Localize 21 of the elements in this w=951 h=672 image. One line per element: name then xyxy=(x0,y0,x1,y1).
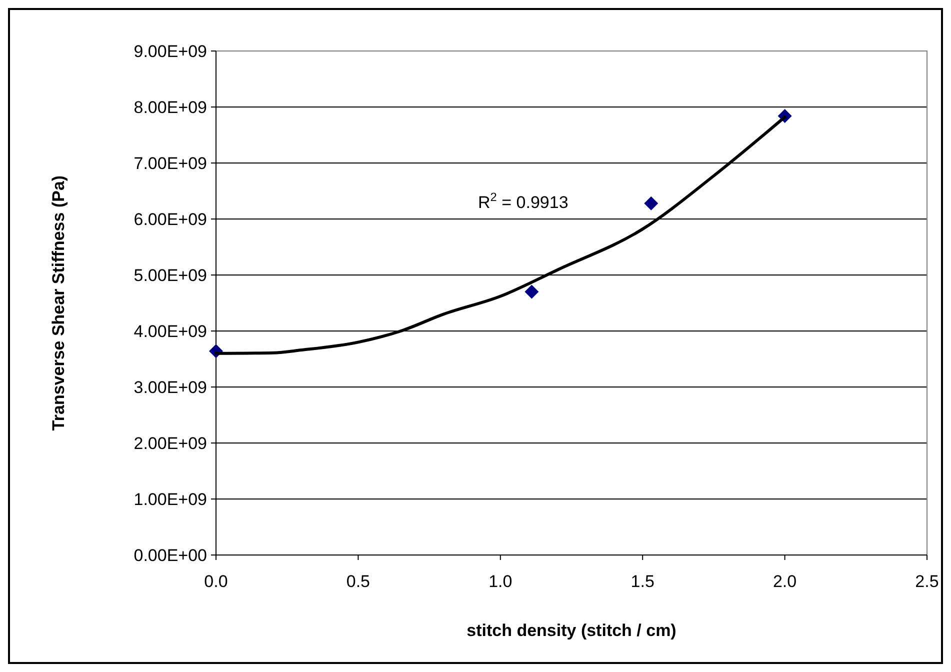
x-tick-label: 0.5 xyxy=(346,572,370,591)
x-tick-label: 2.0 xyxy=(772,572,797,591)
y-tick-label: 0.00E+00 xyxy=(134,546,207,565)
y-tick-label: 3.00E+09 xyxy=(134,378,207,397)
y-tick-label: 6.00E+09 xyxy=(134,210,207,229)
annotation: R$^{2}$ = 0.9913 xyxy=(478,190,568,212)
y-tick-label: 4.00E+09 xyxy=(134,322,207,341)
x-tick-label: 2.5 xyxy=(915,572,939,591)
y-tick-label: 1.00E+09 xyxy=(134,490,207,509)
y-tick-label: 8.00E+09 xyxy=(134,98,207,117)
point xyxy=(524,284,539,299)
y-tick-label: 5.00E+09 xyxy=(134,266,207,285)
y-tick-label: 2.00E+09 xyxy=(134,434,207,453)
y-axis-title: Transverse Shear Stiffness (Pa) xyxy=(49,175,68,431)
x-axis-title: stitch density (stitch / cm) xyxy=(466,621,676,640)
point xyxy=(644,196,658,210)
y-tick-label: 7.00E+09 xyxy=(134,154,207,173)
y-tick-label: 9.00E+09 xyxy=(134,42,207,61)
x-tick-label: 0.0 xyxy=(204,572,228,591)
x-tick-label: 1.0 xyxy=(488,572,512,591)
x-tick-label: 1.5 xyxy=(630,572,654,591)
